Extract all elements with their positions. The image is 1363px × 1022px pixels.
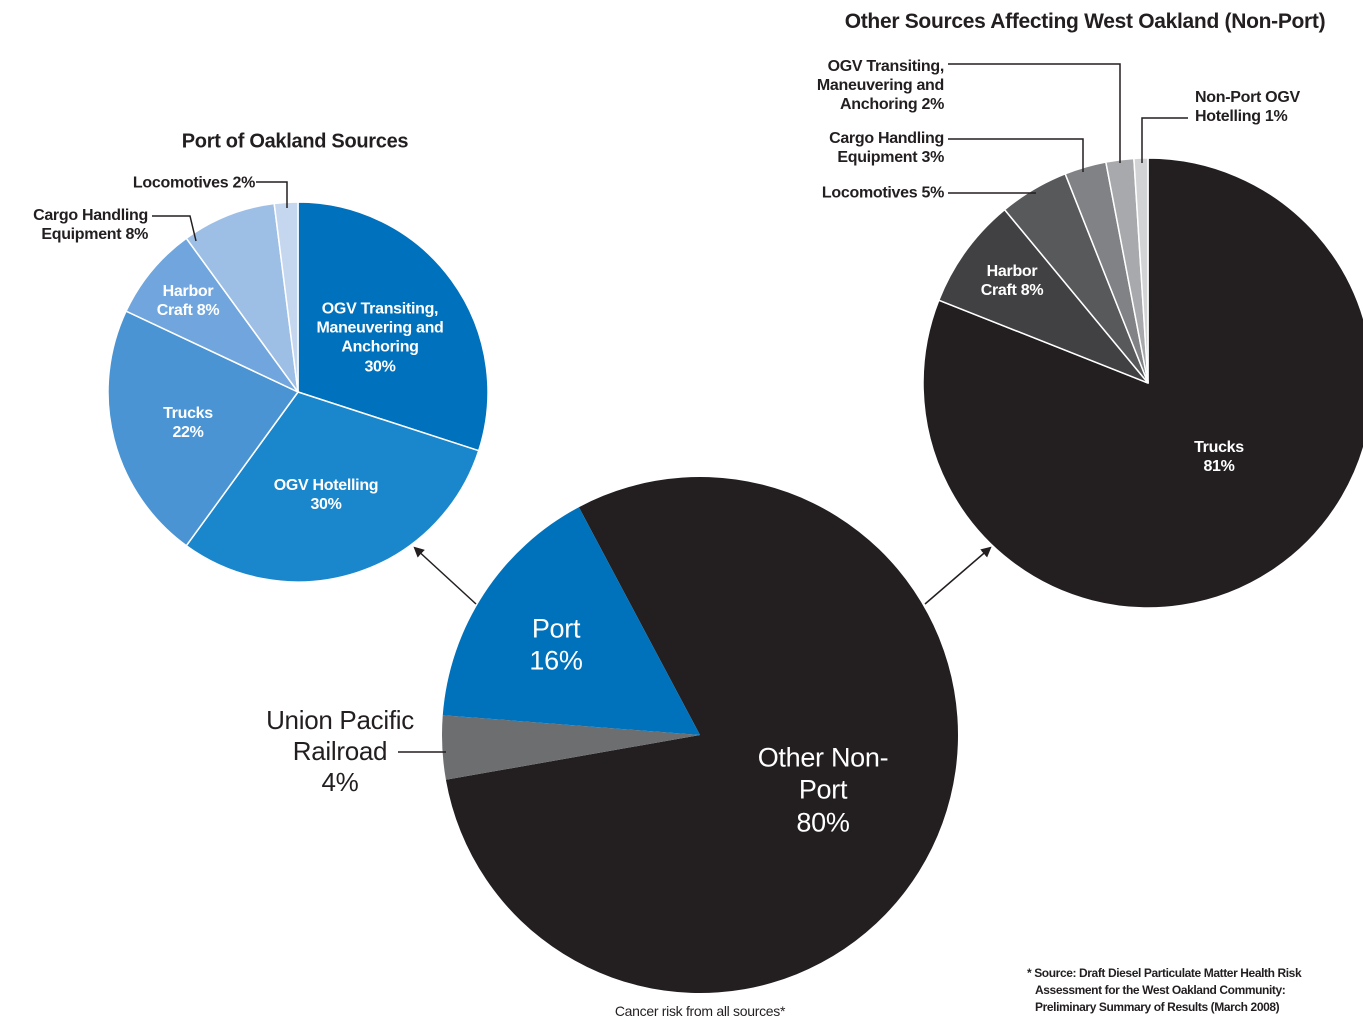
pie-slice [185, 391, 480, 583]
slice-name: OGV Transiting, Maneuvering and Anchorin… [816, 58, 944, 114]
slice-value: 30% [310, 496, 342, 513]
slice-label: Port 16% [506, 613, 606, 678]
slice-value: 30% [364, 358, 396, 376]
slices [107, 157, 1363, 994]
footnote-line: * Source: Draft Diesel Particulate Matte… [1027, 966, 1302, 980]
pie-slice [297, 201, 489, 452]
footnote-line: Assessment for the West Oakland Communit… [1035, 982, 1286, 997]
slice-label: Other Non-Port 80% [738, 741, 908, 838]
slice-label: Locomotives 2% [55, 173, 255, 192]
leader-line [948, 138, 1084, 172]
slice-name: Trucks [1194, 438, 1244, 456]
slice-name: Other Non-Port [757, 742, 889, 805]
slice-label: Trucks 22% [148, 404, 228, 442]
slice-name: Locomotives [821, 184, 918, 202]
slice-value: 5% [921, 184, 944, 202]
slice-value: 80% [796, 807, 850, 838]
slice-name: Harbor Craft [156, 282, 214, 319]
pie-slice [273, 201, 299, 393]
footnote: * Source: Draft Diesel Particulate Matte… [1027, 965, 1302, 1015]
slice-label: Locomotives 5% [744, 183, 944, 202]
slice-label: Harbor Craft 8% [972, 262, 1052, 300]
pie-slice [937, 208, 1149, 384]
slice-name: Cargo Handling Equipment [829, 129, 944, 166]
slice-value: 8% [196, 302, 220, 319]
slice-value: 1% [1264, 108, 1288, 125]
pie-slice [442, 715, 700, 780]
slice-label: Trucks 81% [1179, 438, 1259, 476]
leader-line [948, 63, 1121, 163]
pie-slice [1133, 157, 1149, 384]
slice-value: 81% [1203, 458, 1235, 475]
slice-label: OGV Hotelling 30% [251, 476, 401, 514]
slice-value: 8% [1020, 282, 1044, 299]
slice-label: Cargo Handling Equipment 3% [794, 129, 944, 167]
slice-name: Locomotives [132, 174, 229, 192]
slice-label: Cargo Handling Equipment 8% [0, 206, 148, 244]
slice-name: Cargo Handling Equipment [33, 206, 148, 243]
slice-value: 4% [321, 767, 359, 798]
slice-name: Union Pacific Railroad [266, 705, 414, 767]
pie-slice [445, 476, 959, 994]
chart-title: Other Sources Affecting West Oakland (No… [844, 10, 1326, 33]
slice-label: Union Pacific Railroad 4% [245, 705, 435, 799]
slice-name: Non-Port OGV Hotelling [1195, 88, 1300, 125]
slice-label: Harbor Craft 8% [148, 282, 228, 320]
slice-label: Non-Port OGV Hotelling 1% [1195, 88, 1325, 126]
slice-name: Trucks [163, 404, 213, 422]
footnote-line: Preliminary Summary of Results (March 20… [1035, 999, 1280, 1014]
slice-name: OGV Hotelling [273, 476, 379, 494]
leader-line [152, 215, 197, 242]
chart-title: Port of Oakland Sources [181, 130, 409, 153]
slice-value: 16% [529, 646, 583, 676]
slice-value: 22% [172, 424, 204, 441]
arrow [924, 546, 992, 605]
slice-name: OGV Transiting, Maneuvering and Anchorin… [316, 300, 444, 356]
leader-line [256, 181, 288, 208]
slice-value: 8% [125, 226, 148, 243]
slice-value: 2% [921, 96, 944, 114]
pie-slice [125, 237, 299, 393]
slice-name: Port [531, 613, 581, 644]
pie-slice [922, 157, 1363, 609]
slice-label: OGV Transiting, Maneuvering and Anchorin… [305, 300, 455, 377]
slice-value: 2% [232, 174, 255, 192]
slice-label: OGV Transiting, Maneuvering and Anchorin… [774, 57, 944, 115]
leader-line [1141, 117, 1188, 163]
pie-slice [442, 507, 700, 735]
pie-slice [185, 202, 299, 393]
slice-value: 3% [921, 149, 944, 166]
arrow [413, 546, 477, 605]
slice-name: Harbor Craft [980, 262, 1038, 299]
chart-title: Cancer risk from all sources* [614, 1003, 786, 1019]
